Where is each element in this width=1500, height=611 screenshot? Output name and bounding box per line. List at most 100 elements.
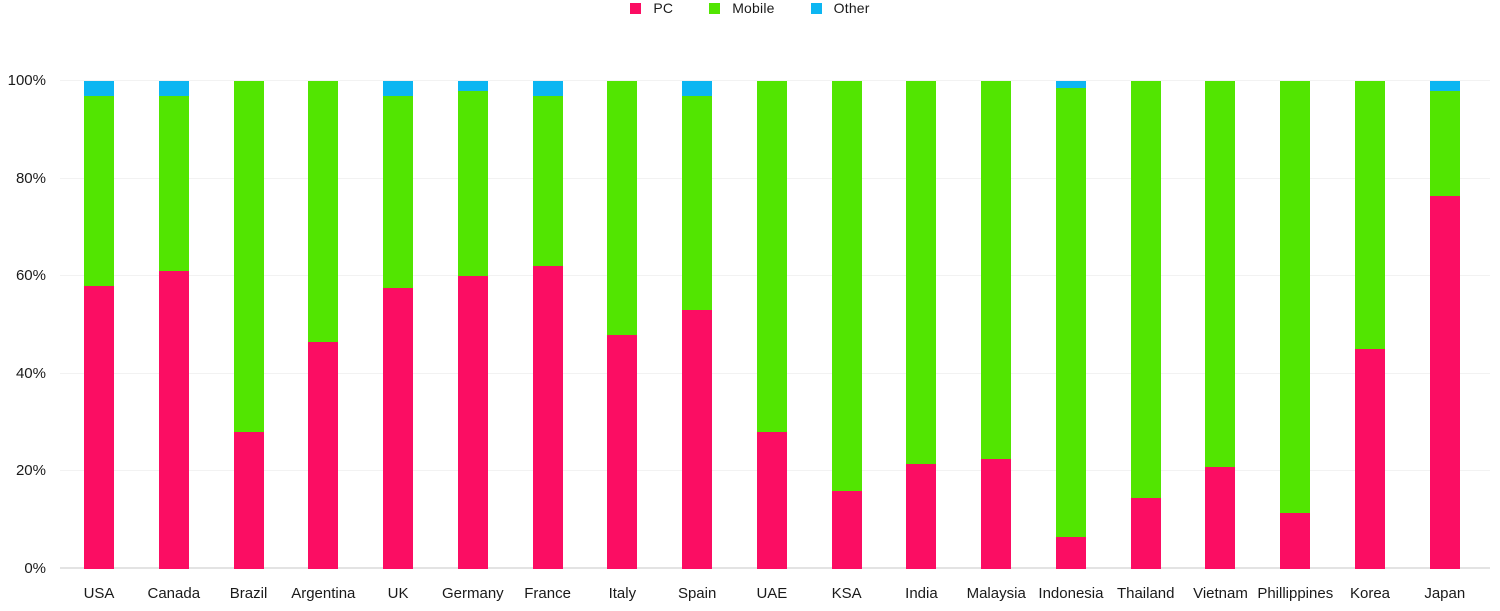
bar-segment-mobile [1130, 81, 1161, 499]
bar-segment-mobile [682, 95, 713, 311]
y-tick-label-0: 0% [24, 560, 46, 577]
bar-segment-pc [383, 288, 414, 569]
bar-segment-other [1055, 81, 1086, 89]
x-tick-label-indonesia: Indonesia [1038, 584, 1103, 603]
x-tick-label-text: India [905, 585, 938, 602]
legend-swatch-pc-icon [630, 2, 642, 14]
bar-segment-pc [84, 285, 114, 569]
bar-segment-mobile [831, 81, 862, 491]
x-axis: USA Canada Brazil Argentina UK Germany France I… [84, 584, 1466, 603]
x-tick-label-italy: Italy [607, 584, 637, 603]
bar-usa [84, 81, 114, 569]
bar-segment-mobile [1429, 90, 1460, 196]
x-tick-label-text: Vietnam [1193, 585, 1248, 602]
x-tick-label-malaysia: Malaysia [967, 584, 1026, 603]
bar-segment-mobile [607, 81, 638, 335]
y-tick-label-20: 20% [15, 462, 46, 480]
bar-segment-mobile [532, 95, 563, 267]
bar-japan [1429, 81, 1460, 569]
bar-segment-pc [308, 342, 339, 569]
bar-segment-pc [981, 459, 1012, 569]
bar-canada [158, 81, 189, 569]
x-tick-label-text: KSA [831, 585, 862, 602]
x-tick-label-vietnam: Vietnam [1193, 584, 1248, 603]
x-tick-label-text: Germany [441, 585, 504, 602]
x-tick-label-text: France [524, 585, 571, 602]
bar-thailand [1130, 81, 1161, 569]
bar-segment-mobile [233, 81, 264, 433]
bar-uk [383, 81, 414, 569]
x-tick-label-canada: Canada [148, 584, 201, 603]
bar-segment-other [383, 81, 414, 96]
x-tick-label-uk: UK [383, 584, 413, 603]
legend-label-pc: PC [653, 0, 674, 16]
legend-item-mobile[interactable]: Mobile [709, 0, 774, 16]
x-tick-label-text: Indonesia [1038, 585, 1104, 602]
y-tick-label-80: 80% [15, 169, 46, 187]
bar-segment-pc [1429, 195, 1460, 569]
bar-segment-pc [607, 334, 638, 569]
bar-segment-mobile [457, 90, 488, 277]
bar-segment-other [84, 81, 114, 96]
y-tick-label-40: 40% [15, 364, 46, 382]
bar-segment-mobile [1280, 81, 1311, 513]
x-tick-label-ksa: KSA [832, 584, 862, 603]
y-tick-label-60: 60% [15, 267, 46, 285]
bar-segment-mobile [1205, 81, 1236, 467]
bar-germany [457, 81, 488, 569]
bar-segment-mobile [308, 81, 339, 343]
bar-segment-pc [1280, 512, 1311, 569]
x-tick-label-korea: Korea [1350, 584, 1390, 603]
x-tick-label-phillippines: Phillippines [1257, 584, 1333, 603]
bar-segment-pc [532, 266, 563, 569]
x-tick-label-india: India [905, 584, 938, 603]
legend: PC Mobile Other [0, 0, 1500, 16]
legend-label-other: Other [833, 0, 870, 16]
x-tick-label-uae: UAE [756, 584, 787, 603]
bar-vietnam [1205, 81, 1236, 569]
bar-segment-pc [906, 464, 937, 569]
bar-segment-pc [682, 310, 713, 569]
x-tick-label-text: Canada [147, 585, 201, 602]
legend-item-pc[interactable]: PC [630, 0, 673, 16]
bar-segment-mobile [981, 81, 1012, 460]
bar-segment-other [457, 81, 488, 91]
x-tick-label-text: Brazil [229, 585, 268, 602]
bar-segment-mobile [1055, 88, 1086, 538]
bar-segment-pc [1055, 537, 1086, 569]
legend-swatch-mobile-icon [709, 2, 721, 14]
bar-brazil [233, 81, 264, 569]
bar-segment-pc [1355, 349, 1386, 569]
x-tick-label-text: Spain [677, 585, 717, 602]
x-tick-label-argentina: Argentina [291, 584, 355, 603]
bar-segment-mobile [756, 81, 787, 433]
bar-segment-other [158, 81, 189, 96]
bar-spain [682, 81, 713, 569]
y-tick-label-100: 100% [7, 72, 46, 89]
x-tick-label-text: Japan [1424, 585, 1466, 602]
bar-segment-pc [1130, 498, 1161, 569]
y-axis: 0% 20% 40% 60% 80% 100% [0, 72, 46, 577]
bar-korea [1355, 81, 1386, 569]
bar-segment-pc [457, 276, 488, 569]
bar-segment-pc [1205, 466, 1236, 569]
bar-segment-pc [831, 490, 862, 569]
x-tick-label-usa: USA [84, 584, 115, 603]
legend-swatch-other-icon [810, 2, 822, 14]
bar-argentina [308, 81, 339, 569]
legend-item-other[interactable]: Other [810, 0, 870, 16]
bar-segment-pc [158, 271, 189, 569]
x-tick-label-text: Argentina [291, 585, 356, 602]
bar-segment-other [1429, 81, 1460, 91]
gridline-100 [60, 80, 1490, 81]
bar-segment-mobile [383, 95, 414, 289]
plot-area [60, 80, 1490, 569]
bar-segment-other [682, 81, 713, 96]
x-tick-label-text: UK [387, 585, 409, 602]
legend-label-mobile: Mobile [732, 0, 775, 16]
bar-italy [607, 81, 638, 569]
bar-segment-mobile [158, 95, 189, 272]
x-tick-label-brazil: Brazil [230, 584, 268, 603]
bar-france [532, 81, 563, 569]
bar-segment-other [532, 81, 563, 96]
